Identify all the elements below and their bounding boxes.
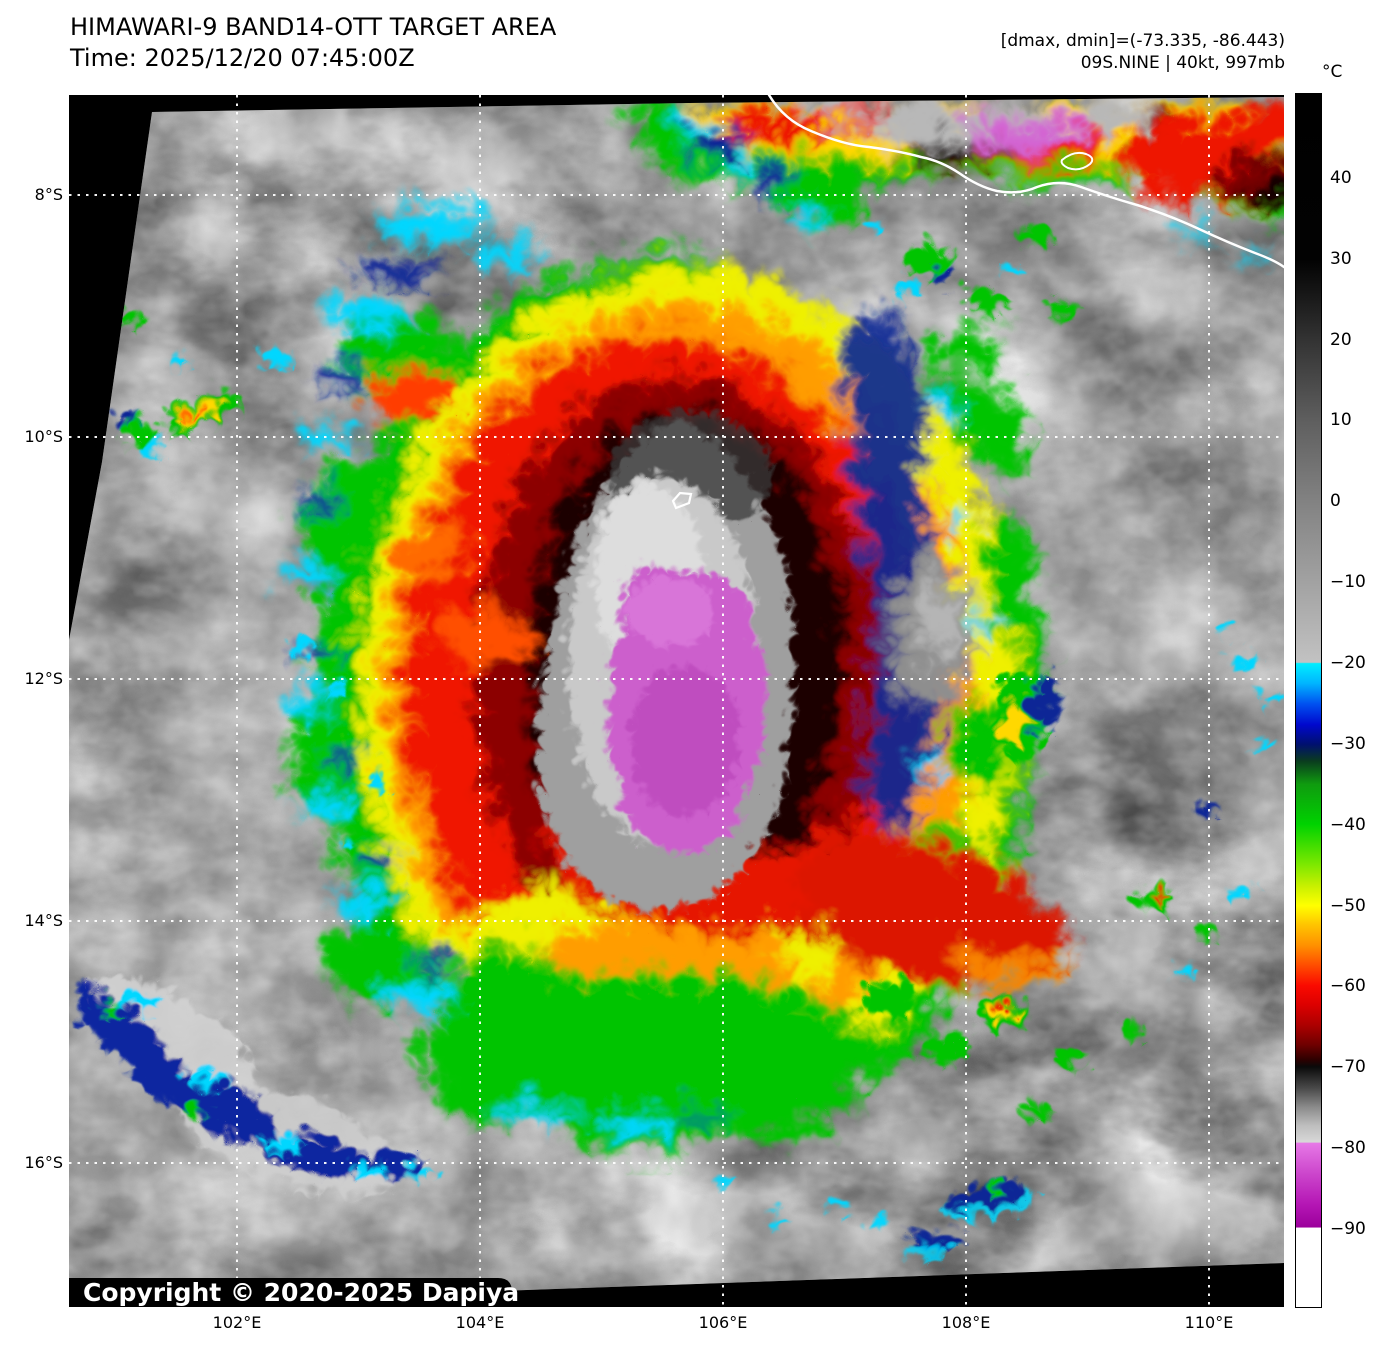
colorbar-tick: 10: [1330, 410, 1352, 430]
scattered-cells: [69, 211, 1275, 1251]
colorbar-tick: 40: [1330, 168, 1352, 188]
y-tick-label: 8°S: [34, 185, 63, 204]
annotation-block: [dmax, dmin]=(-73.335, -86.443) 09S.NINE…: [1001, 30, 1285, 74]
x-tick-label: 102°E: [212, 1313, 262, 1332]
colorbar-tick: 30: [1330, 249, 1352, 269]
page-title-block: HIMAWARI-9 BAND14-OTT TARGET AREA Time: …: [70, 12, 556, 74]
y-tick-label: 16°S: [24, 1153, 63, 1172]
x-tick-label: 110°E: [1184, 1313, 1234, 1332]
colorbar-tick: −90: [1330, 1219, 1366, 1239]
copyright-text: Copyright © 2020-2025 Dapiya: [83, 1278, 519, 1307]
x-tick-label: 108°E: [941, 1313, 991, 1332]
cyclone-cold-core: [531, 405, 788, 905]
colorbar-tick: 20: [1330, 330, 1352, 350]
satellite-map: Copyright © 2020-2025 Dapiya: [69, 93, 1286, 1307]
colorbar-tick: −60: [1330, 976, 1366, 996]
plot-title: HIMAWARI-9 BAND14-OTT TARGET AREA: [70, 13, 557, 41]
coastline-christmas-island: [671, 491, 693, 510]
colorbar-tick: −70: [1330, 1057, 1366, 1077]
y-tick-label: 14°S: [24, 911, 63, 930]
plot-time: Time: 2025/12/20 07:45:00Z: [70, 44, 415, 72]
x-tick-label: 106°E: [698, 1313, 748, 1332]
colorbar-tick: −20: [1330, 653, 1366, 673]
colorbar-tick: −30: [1330, 734, 1366, 754]
satellite-ir-image: Copyright © 2020-2025 Dapiya: [69, 93, 1286, 1307]
data-swath: [69, 97, 1284, 1307]
x-tick-label: 104°E: [455, 1313, 505, 1332]
colorbar-tick: −80: [1330, 1138, 1366, 1158]
java-convection-band: [629, 97, 1284, 251]
colorbar-tick: −50: [1330, 896, 1366, 916]
colorbar-tick: −10: [1330, 572, 1366, 592]
colorbar: [1295, 93, 1322, 1308]
coastline-java: [767, 93, 1286, 269]
y-tick-label: 10°S: [24, 427, 63, 446]
dmax-dmin-label: [dmax, dmin]=(-73.335, -86.443): [1000, 31, 1285, 51]
storm-id-label: 09S.NINE | 40kt, 997mb: [1080, 53, 1285, 73]
y-tick-label: 12°S: [24, 669, 63, 688]
graticule-grid: [69, 95, 1284, 1307]
copyright-badge: Copyright © 2020-2025 Dapiya: [69, 1278, 519, 1307]
colorbar-tick: −40: [1330, 815, 1366, 835]
colorbar-tick: 0: [1330, 491, 1341, 511]
colorbar-unit-label: °C: [1322, 62, 1343, 82]
